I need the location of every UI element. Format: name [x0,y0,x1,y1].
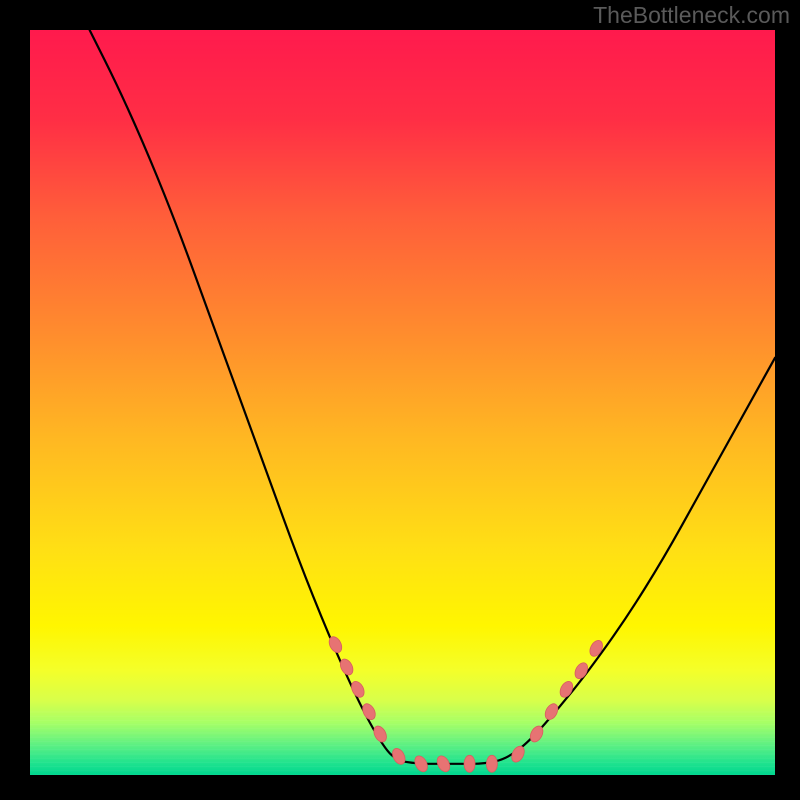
watermark-label: TheBottleneck.com [593,2,790,29]
bottleneck-chart [30,30,775,775]
curve-marker [486,755,497,772]
curve-marker [464,755,475,772]
chart-stage: TheBottleneck.com [0,0,800,800]
